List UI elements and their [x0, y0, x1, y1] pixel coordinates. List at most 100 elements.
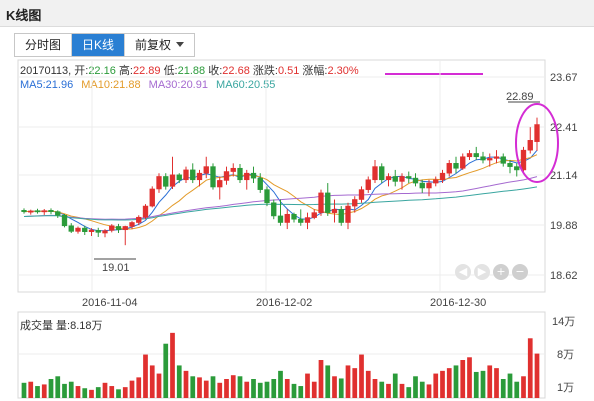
- tab-intraday[interactable]: 分时图: [15, 34, 73, 56]
- info-low: 21.88: [177, 65, 206, 77]
- candle-body: [109, 225, 115, 231]
- candle-body: [331, 209, 338, 213]
- max-price-annotation: 22.89: [506, 91, 534, 103]
- volume-bar: [305, 373, 310, 398]
- volume-bar: [264, 381, 270, 398]
- volume-bar: [406, 387, 412, 398]
- candle-body: [217, 180, 223, 188]
- candle-body: [129, 222, 135, 227]
- volume-bar: [386, 383, 391, 398]
- volume-bar: [352, 368, 358, 398]
- volume-bar: [95, 387, 101, 398]
- volume-bar: [419, 381, 425, 398]
- zoom-out-icon[interactable]: −: [512, 264, 528, 280]
- candle-body: [399, 176, 405, 182]
- candle-body: [507, 163, 513, 167]
- candle-body: [156, 176, 162, 190]
- candle-body: [358, 189, 365, 200]
- volume-bar: [338, 378, 344, 398]
- volume-bar: [298, 386, 304, 398]
- candle-body: [514, 166, 520, 171]
- candle-body: [473, 153, 479, 158]
- volume-bar: [68, 381, 74, 398]
- candle-body: [487, 158, 493, 161]
- candle-body: [169, 174, 176, 187]
- date-tick-2: 2016-12-02: [256, 297, 312, 309]
- volume-bar: [440, 370, 445, 398]
- volume-bar: [75, 386, 81, 398]
- volume-bar: [102, 382, 108, 398]
- volume-bar: [332, 376, 337, 398]
- candle-body: [41, 210, 47, 213]
- volume-bar: [453, 365, 459, 398]
- volume-bar: [156, 373, 162, 398]
- candle-body: [527, 140, 533, 151]
- candle-body: [493, 156, 500, 159]
- candle-body: [345, 205, 351, 223]
- date-tick-3: 2016-12-30: [430, 297, 486, 309]
- volume-bar: [41, 384, 47, 398]
- volume-bar: [311, 381, 317, 398]
- tab-daily-kline[interactable]: 日K线: [72, 34, 126, 56]
- volume-bar: [534, 353, 540, 398]
- volume-bar: [359, 354, 364, 398]
- candle-body: [142, 205, 149, 218]
- volume-bar: [284, 379, 290, 398]
- volume-bar: [446, 368, 452, 398]
- candle-body: [338, 209, 344, 223]
- volume-bar: [35, 386, 40, 398]
- ma60-label: MA60:20.55: [216, 79, 276, 91]
- price-panel-border: [17, 59, 546, 293]
- volume-bar: [392, 373, 398, 398]
- candle-body: [136, 216, 142, 223]
- pan-right-icon[interactable]: ▶: [474, 264, 490, 280]
- candle-body: [21, 210, 27, 212]
- candle-body: [149, 188, 155, 207]
- candle-body: [298, 218, 304, 223]
- volume-bar: [230, 375, 236, 398]
- candle-body: [34, 210, 41, 213]
- candle-body: [230, 167, 236, 172]
- volume-bar: [28, 381, 34, 398]
- candle-body: [190, 169, 196, 181]
- volume-bar: [480, 370, 486, 398]
- candle-body: [372, 166, 378, 181]
- candle-body: [365, 179, 371, 190]
- volume-bar: [487, 365, 493, 398]
- candle-body: [446, 163, 452, 174]
- candle-body: [271, 202, 277, 217]
- candle-body: [277, 215, 284, 223]
- candle-body: [385, 176, 392, 181]
- candle-body: [237, 167, 243, 181]
- volume-tick-2: 8万: [557, 349, 574, 361]
- candle-body: [352, 199, 358, 207]
- candle-body: [28, 210, 34, 213]
- candle-body: [61, 214, 68, 227]
- volume-bar: [527, 338, 533, 398]
- chart-type-tabs: 分时图 日K线 前复权: [14, 33, 196, 57]
- volume-tick-3: 1万: [557, 382, 574, 394]
- volume-bar: [109, 386, 115, 398]
- candle-body: [75, 227, 81, 232]
- price-tick-2: 22.41: [550, 122, 578, 134]
- volume-bar: [251, 379, 256, 398]
- volume-bar: [244, 381, 250, 398]
- zoom-in-icon[interactable]: +: [493, 264, 509, 280]
- candle-body: [196, 172, 203, 181]
- volume-bar: [55, 376, 61, 398]
- ma10-label: MA10:21.88: [81, 79, 141, 91]
- candle-body: [392, 176, 398, 182]
- volume-bar: [500, 379, 506, 398]
- highlight-circle: [515, 103, 559, 183]
- volume-bar: [210, 376, 216, 398]
- volume-bar: [318, 360, 324, 398]
- candle-body: [439, 172, 446, 181]
- pan-left-icon[interactable]: ◀: [455, 264, 471, 280]
- candle-body: [412, 177, 419, 184]
- candle-body: [426, 182, 432, 189]
- candle-body: [419, 182, 425, 189]
- candle-body: [304, 217, 311, 223]
- tab-adjustment-dropdown[interactable]: 前复权: [125, 34, 194, 56]
- volume-bar: [345, 365, 351, 398]
- volume-bar: [473, 371, 479, 398]
